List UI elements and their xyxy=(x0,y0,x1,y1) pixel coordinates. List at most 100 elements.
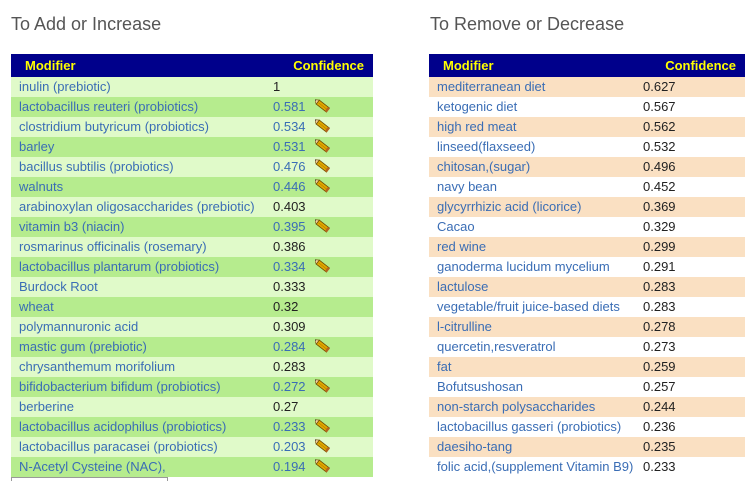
pencil-icon[interactable] xyxy=(314,259,333,275)
table-row: lactobacillus acidophilus (probiotics) 0.… xyxy=(11,417,373,437)
add-section-title: To Add or Increase xyxy=(11,14,162,34)
pencil-icon[interactable] xyxy=(314,419,333,435)
modifier-name[interactable]: berberine xyxy=(19,399,74,414)
table-row: clostridium butyricum (probiotics) 0.534 xyxy=(11,117,373,137)
table-row: ketogenic diet 0.567 xyxy=(429,97,745,117)
confidence-value: 0.581 xyxy=(273,99,306,114)
confidence-value: 0.446 xyxy=(273,179,306,194)
modifier-name[interactable]: polymannuronic acid xyxy=(19,319,139,334)
confidence-value: 0.532 xyxy=(643,139,676,154)
table-row: chrysanthemum morifolium 0.283 xyxy=(11,357,373,377)
modifier-name[interactable]: ganoderma lucidum mycelium xyxy=(437,259,610,274)
confidence-value: 0.476 xyxy=(273,159,306,174)
table-row: ganoderma lucidum mycelium 0.291 xyxy=(429,257,745,277)
confidence-value: 0.233 xyxy=(273,419,306,434)
table-row: l-citrulline 0.278 xyxy=(429,317,745,337)
confidence-value: 0.203 xyxy=(273,439,306,454)
confidence-value: 0.299 xyxy=(643,239,676,254)
modifier-name[interactable]: walnuts xyxy=(19,179,64,194)
modifier-name[interactable]: Cacao xyxy=(437,219,475,234)
modifier-name[interactable]: non-starch polysaccharides xyxy=(437,399,596,414)
table-row: quercetin,resveratrol 0.273 xyxy=(429,337,745,357)
modifier-name[interactable]: fat xyxy=(437,359,452,374)
modifier-name[interactable]: lactobacillus paracasei (probiotics) xyxy=(19,439,218,454)
pencil-icon[interactable] xyxy=(314,99,333,115)
table-row: barley 0.531 xyxy=(11,137,373,157)
modifier-name[interactable]: vitamin b3 (niacin) xyxy=(19,219,125,234)
table-row: chitosan,(sugar) 0.496 xyxy=(429,157,745,177)
modifier-name[interactable]: mastic gum (prebiotic) xyxy=(19,339,147,354)
confidence-value: 0.283 xyxy=(643,279,676,294)
confidence-value: 0.329 xyxy=(643,219,676,234)
horizontal-scrollbar[interactable] xyxy=(11,477,168,481)
modifier-name[interactable]: ketogenic diet xyxy=(437,99,518,114)
modifier-name[interactable]: chrysanthemum morifolium xyxy=(19,359,176,374)
confidence-value: 0.244 xyxy=(643,399,676,414)
confidence-value: 0.236 xyxy=(643,419,676,434)
modifier-name[interactable]: rosmarinus officinalis (rosemary) xyxy=(19,239,207,254)
confidence-value: 0.534 xyxy=(273,119,306,134)
modifier-name[interactable]: folic acid,(supplement Vitamin B9) xyxy=(437,459,634,474)
modifier-name[interactable]: l-citrulline xyxy=(437,319,492,334)
modifier-name[interactable]: lactobacillus acidophilus (probiotics) xyxy=(19,419,227,434)
modifier-name[interactable]: lactobacillus gasseri (probiotics) xyxy=(437,419,622,434)
pencil-icon[interactable] xyxy=(314,379,333,395)
pencil-icon[interactable] xyxy=(314,219,333,235)
confidence-value: 0.309 xyxy=(273,319,306,334)
modifier-column-header: Modifier xyxy=(25,58,76,73)
table-header: Modifier Confidence xyxy=(11,54,373,77)
table-row: non-starch polysaccharides 0.244 xyxy=(429,397,745,417)
modifier-column-header: Modifier xyxy=(443,58,494,73)
table-row: navy bean 0.452 xyxy=(429,177,745,197)
modifier-name[interactable]: quercetin,resveratrol xyxy=(437,339,556,354)
modifier-name[interactable]: glycyrrhizic acid (licorice) xyxy=(437,199,582,214)
modifier-name[interactable]: daesiho-tang xyxy=(437,439,513,454)
pencil-icon[interactable] xyxy=(314,179,333,195)
add-modifiers-table: Modifier Confidence inulin (prebiotic) 1 l… xyxy=(11,54,373,477)
modifier-name[interactable]: Bofutsushosan xyxy=(437,379,524,394)
table-row: inulin (prebiotic) 1 xyxy=(11,77,373,97)
pencil-icon[interactable] xyxy=(314,159,333,175)
modifier-name[interactable]: wheat xyxy=(19,299,54,314)
modifier-name[interactable]: navy bean xyxy=(437,179,497,194)
pencil-icon[interactable] xyxy=(314,339,333,355)
modifier-name[interactable]: lactulose xyxy=(437,279,489,294)
modifier-name[interactable]: N-Acetyl Cysteine (NAC), xyxy=(19,459,166,474)
modifier-name[interactable]: clostridium butyricum (probiotics) xyxy=(19,119,209,134)
modifier-name[interactable]: lactobacillus reuteri (probiotics) xyxy=(19,99,199,114)
modifier-name[interactable]: high red meat xyxy=(437,119,517,134)
table-row: N-Acetyl Cysteine (NAC), 0.194 xyxy=(11,457,373,477)
table-row: walnuts 0.446 xyxy=(11,177,373,197)
confidence-value: 0.403 xyxy=(273,199,306,214)
pencil-icon[interactable] xyxy=(314,459,333,475)
remove-rows: mediterranean diet 0.627 ketogenic diet 0.5… xyxy=(429,77,745,477)
modifier-name[interactable]: mediterranean diet xyxy=(437,79,546,94)
table-row: mastic gum (prebiotic) 0.284 xyxy=(11,337,373,357)
table-row: linseed(flaxseed) 0.532 xyxy=(429,137,745,157)
modifier-name[interactable]: barley xyxy=(19,139,55,154)
modifier-name[interactable]: bacillus subtilis (probiotics) xyxy=(19,159,174,174)
confidence-value: 0.27 xyxy=(273,399,299,414)
modifier-name[interactable]: arabinoxylan oligosaccharides (prebiotic… xyxy=(19,199,255,214)
confidence-value: 0.386 xyxy=(273,239,306,254)
modifier-name[interactable]: chitosan,(sugar) xyxy=(437,159,531,174)
confidence-value: 0.278 xyxy=(643,319,676,334)
modifier-name[interactable]: linseed(flaxseed) xyxy=(437,139,536,154)
modifier-name[interactable]: inulin (prebiotic) xyxy=(19,79,111,94)
confidence-value: 0.283 xyxy=(273,359,306,374)
modifier-name[interactable]: vegetable/fruit juice-based diets xyxy=(437,299,620,314)
modifier-name[interactable]: Burdock Root xyxy=(19,279,98,294)
pencil-icon[interactable] xyxy=(314,139,333,155)
table-row: bacillus subtilis (probiotics) 0.476 xyxy=(11,157,373,177)
modifier-name[interactable]: lactobacillus plantarum (probiotics) xyxy=(19,259,220,274)
modifier-name[interactable]: bifidobacterium bifidum (probiotics) xyxy=(19,379,221,394)
table-row: polymannuronic acid 0.309 xyxy=(11,317,373,337)
table-row: daesiho-tang 0.235 xyxy=(429,437,745,457)
modifier-name[interactable]: red wine xyxy=(437,239,487,254)
table-row: red wine 0.299 xyxy=(429,237,745,257)
table-row: lactulose 0.283 xyxy=(429,277,745,297)
remove-modifiers-table: Modifier Confidence mediterranean diet 0.… xyxy=(429,54,745,477)
pencil-icon[interactable] xyxy=(314,119,333,135)
confidence-value: 0.272 xyxy=(273,379,306,394)
pencil-icon[interactable] xyxy=(314,439,333,455)
